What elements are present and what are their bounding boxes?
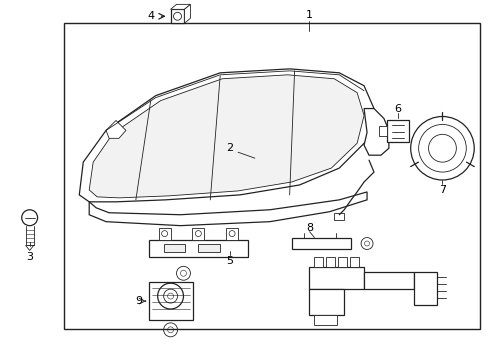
Polygon shape bbox=[148, 282, 193, 320]
Polygon shape bbox=[334, 213, 344, 220]
Polygon shape bbox=[163, 243, 185, 252]
Polygon shape bbox=[89, 192, 366, 226]
Polygon shape bbox=[349, 257, 358, 267]
Text: 6: 6 bbox=[393, 104, 401, 113]
Bar bbox=[64, 23, 479, 329]
Text: 2: 2 bbox=[226, 143, 233, 153]
Polygon shape bbox=[225, 228, 238, 239]
Polygon shape bbox=[148, 239, 247, 257]
Polygon shape bbox=[325, 257, 335, 267]
Polygon shape bbox=[184, 4, 190, 23]
Polygon shape bbox=[192, 228, 204, 239]
Text: 1: 1 bbox=[305, 10, 312, 20]
Text: 5: 5 bbox=[226, 256, 233, 266]
Polygon shape bbox=[314, 257, 323, 267]
Polygon shape bbox=[338, 257, 346, 267]
Text: 8: 8 bbox=[305, 222, 312, 233]
Polygon shape bbox=[106, 121, 126, 138]
Polygon shape bbox=[291, 238, 350, 249]
Polygon shape bbox=[89, 75, 364, 198]
Text: 3: 3 bbox=[26, 252, 33, 262]
Polygon shape bbox=[309, 289, 344, 315]
Polygon shape bbox=[364, 272, 413, 289]
Polygon shape bbox=[378, 126, 386, 136]
Polygon shape bbox=[309, 267, 364, 289]
Polygon shape bbox=[364, 109, 388, 155]
Text: 9: 9 bbox=[135, 296, 142, 306]
Polygon shape bbox=[170, 4, 190, 9]
Polygon shape bbox=[79, 69, 373, 202]
Text: 7: 7 bbox=[438, 185, 445, 195]
Polygon shape bbox=[413, 272, 436, 305]
Polygon shape bbox=[386, 121, 408, 142]
Polygon shape bbox=[158, 228, 170, 239]
Polygon shape bbox=[314, 315, 337, 325]
Polygon shape bbox=[198, 243, 220, 252]
Text: 4: 4 bbox=[147, 11, 154, 21]
Polygon shape bbox=[170, 9, 184, 23]
